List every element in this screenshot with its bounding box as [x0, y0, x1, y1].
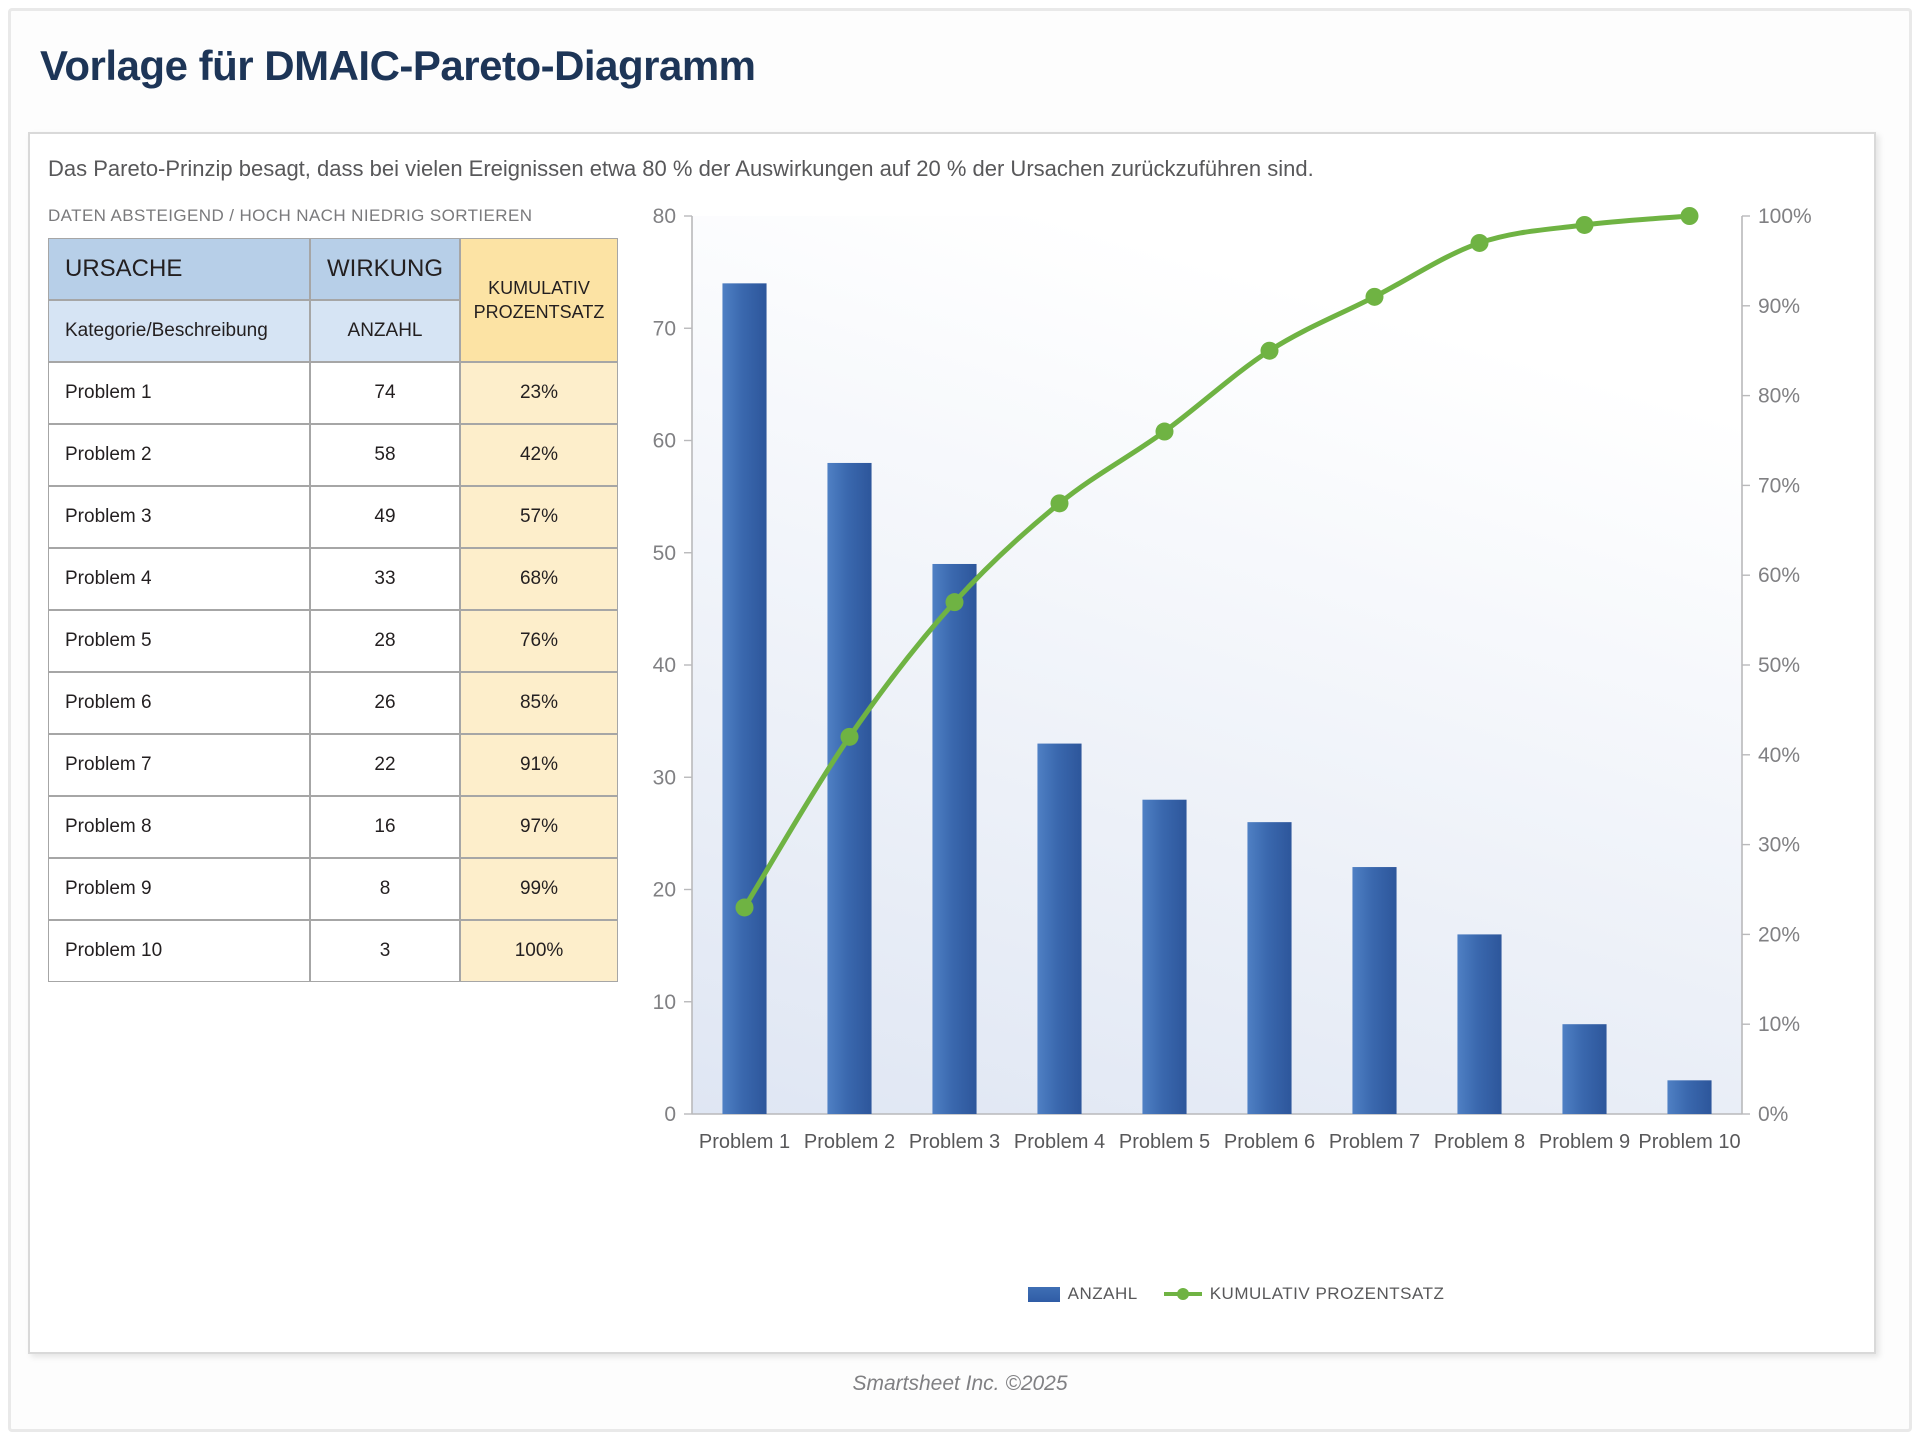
svg-text:40%: 40% [1758, 744, 1800, 767]
svg-text:Problem 4: Problem 4 [1014, 1131, 1105, 1153]
cell-cause: Problem 10 [48, 920, 310, 982]
cell-percent: 99% [460, 858, 618, 920]
cell-cause: Problem 5 [48, 610, 310, 672]
table-header-row-sub: Kategorie/Beschreibung ANZAHL [48, 300, 618, 362]
cell-count: 74 [310, 362, 460, 424]
content-card: Das Pareto-Prinzip besagt, dass bei viel… [28, 132, 1876, 1354]
cell-cause: Problem 8 [48, 796, 310, 858]
pareto-table-body: Problem 1 74 23% Problem 2 58 42% Proble… [48, 362, 618, 982]
cell-percent: 85% [460, 672, 618, 734]
cell-count: 58 [310, 424, 460, 486]
table-row[interactable]: Problem 6 26 85% [48, 672, 618, 734]
page-title: Vorlage für DMAIC-Pareto-Diagramm [40, 42, 756, 89]
legend-label-count: ANZAHL [1067, 1284, 1138, 1303]
cell-percent: 76% [460, 610, 618, 672]
table-row[interactable]: Problem 7 22 91% [48, 734, 618, 796]
cell-cause: Problem 1 [48, 362, 310, 424]
table-row[interactable]: Problem 3 49 57% [48, 486, 618, 548]
cell-count: 8 [310, 858, 460, 920]
table-row[interactable]: Problem 1 74 23% [48, 362, 618, 424]
legend-item-count[interactable]: ANZAHL [1027, 1284, 1138, 1304]
sort-instruction: DATEN ABSTEIGEND / HOCH NACH NIEDRIG SOR… [48, 206, 533, 225]
line-marker-icon [1163, 1287, 1202, 1301]
cell-count: 26 [310, 672, 460, 734]
header-cumulative-percent: KUMULATIV PROZENTSATZ [460, 238, 618, 362]
svg-text:60%: 60% [1758, 564, 1800, 587]
cell-count: 28 [310, 610, 460, 672]
legend-item-cumulative[interactable]: KUMULATIV PROZENTSATZ [1163, 1284, 1445, 1304]
svg-text:50%: 50% [1758, 654, 1800, 677]
svg-text:0: 0 [664, 1103, 676, 1126]
subheader-category: Kategorie/Beschreibung [48, 300, 310, 362]
bar-swatch-icon [1027, 1286, 1060, 1302]
cell-count: 3 [310, 920, 460, 982]
svg-text:Problem 2: Problem 2 [804, 1131, 895, 1153]
cell-percent: 97% [460, 796, 618, 858]
cell-cause: Problem 3 [48, 486, 310, 548]
cell-count: 16 [310, 796, 460, 858]
table-row[interactable]: Problem 8 16 97% [48, 796, 618, 858]
svg-text:70%: 70% [1758, 474, 1800, 497]
svg-text:Problem 7: Problem 7 [1329, 1131, 1420, 1153]
svg-text:10: 10 [653, 991, 676, 1014]
pareto-table-wrap: URSACHE WIRKUNG KUMULATIV PROZENTSATZ Ka… [48, 238, 618, 982]
cell-percent: 57% [460, 486, 618, 548]
cell-cause: Problem 9 [48, 858, 310, 920]
svg-text:40: 40 [653, 654, 676, 677]
svg-text:60: 60 [653, 430, 676, 453]
footer-copyright: Smartsheet Inc. ©2025 [852, 1372, 1068, 1395]
cell-percent: 100% [460, 920, 618, 982]
svg-text:Problem 3: Problem 3 [909, 1131, 1000, 1153]
svg-text:Problem 5: Problem 5 [1119, 1131, 1210, 1153]
svg-text:Problem 6: Problem 6 [1224, 1131, 1315, 1153]
table-row[interactable]: Problem 9 8 99% [48, 858, 618, 920]
pareto-chart-svg: 0 10 20 30 40 50 60 70 80 0% 10% 20% 30% 40% 50% 60% 70%… [653, 205, 1812, 1153]
pareto-chart: 0 10 20 30 40 50 60 70 80 0% 10% 20% 30% 40% 50% 60% 70%… [620, 194, 1852, 1314]
svg-text:30%: 30% [1758, 834, 1800, 857]
svg-text:Problem 8: Problem 8 [1434, 1131, 1525, 1153]
cell-cause: Problem 2 [48, 424, 310, 486]
svg-text:20: 20 [653, 879, 676, 902]
svg-text:90%: 90% [1758, 295, 1800, 318]
table-row[interactable]: Problem 2 58 42% [48, 424, 618, 486]
table-header-row-main: URSACHE WIRKUNG KUMULATIV PROZENTSATZ [48, 238, 618, 362]
svg-text:0%: 0% [1758, 1103, 1788, 1126]
subheader-count: ANZAHL [310, 300, 460, 362]
svg-text:Problem 10: Problem 10 [1638, 1131, 1740, 1153]
pareto-table: URSACHE WIRKUNG KUMULATIV PROZENTSATZ Ka… [48, 238, 618, 982]
svg-text:30: 30 [653, 766, 676, 789]
cell-count: 22 [310, 734, 460, 796]
header-cause: URSACHE [48, 238, 310, 300]
header-cumulative-percent-line1: KUMULATIV [488, 277, 590, 298]
table-row[interactable]: Problem 5 28 76% [48, 610, 618, 672]
cell-count: 33 [310, 548, 460, 610]
header-effect: WIRKUNG [310, 238, 460, 300]
svg-text:50: 50 [653, 542, 676, 565]
cell-cause: Problem 7 [48, 734, 310, 796]
svg-text:Problem 9: Problem 9 [1539, 1131, 1630, 1153]
cell-cause: Problem 6 [48, 672, 310, 734]
cell-percent: 23% [460, 362, 618, 424]
chart-legend: ANZAHL KUMULATIV PROZENTSATZ [620, 1284, 1852, 1304]
cell-percent: 42% [460, 424, 618, 486]
svg-text:70: 70 [653, 317, 676, 340]
table-row[interactable]: Problem 10 3 100% [48, 920, 618, 982]
cell-percent: 91% [460, 734, 618, 796]
cell-percent: 68% [460, 548, 618, 610]
legend-label-cumulative: KUMULATIV PROZENTSATZ [1209, 1284, 1445, 1303]
svg-text:Problem 1: Problem 1 [699, 1131, 790, 1153]
svg-text:100%: 100% [1758, 205, 1812, 228]
svg-text:80: 80 [653, 205, 676, 228]
intro-text: Das Pareto-Prinzip besagt, dass bei viel… [48, 156, 1314, 181]
table-row[interactable]: Problem 4 33 68% [48, 548, 618, 610]
cell-count: 49 [310, 486, 460, 548]
svg-text:20%: 20% [1758, 923, 1800, 946]
cell-cause: Problem 4 [48, 548, 310, 610]
header-cumulative-percent-line2: PROZENTSATZ [473, 302, 605, 322]
svg-text:80%: 80% [1758, 385, 1800, 408]
svg-text:10%: 10% [1758, 1013, 1800, 1036]
